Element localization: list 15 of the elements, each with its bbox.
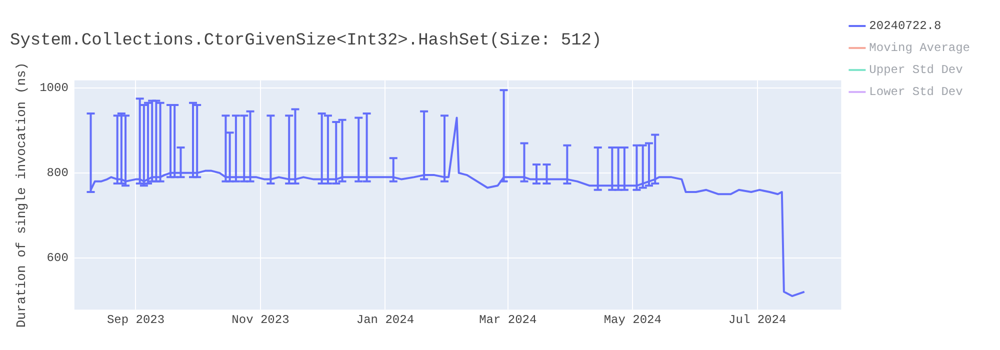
y-axis-title: Duration of single invocation (ns) — [14, 62, 30, 328]
x-tick-label: May 2024 — [604, 312, 662, 327]
x-tick-label: Jan 2024 — [356, 312, 414, 327]
chart-title: System.Collections.CtorGivenSize<Int32>.HashSet(Size: 512) — [10, 32, 602, 51]
legend-label: Moving Average — [869, 41, 970, 56]
x-tick-label: Sep 2023 — [106, 312, 165, 327]
x-tick-label: Jul 2024 — [728, 312, 786, 327]
legend-label: Upper Std Dev — [869, 63, 963, 78]
legend-label: Lower Std Dev — [869, 85, 963, 100]
y-tick-label: 1000 — [40, 81, 68, 96]
y-tick-label: 800 — [46, 166, 68, 180]
legend-label: 20240722.8 — [869, 19, 942, 34]
x-tick-label: Mar 2024 — [479, 312, 537, 327]
y-tick-label: 600 — [46, 250, 68, 265]
x-tick-label: Nov 2023 — [232, 312, 290, 327]
